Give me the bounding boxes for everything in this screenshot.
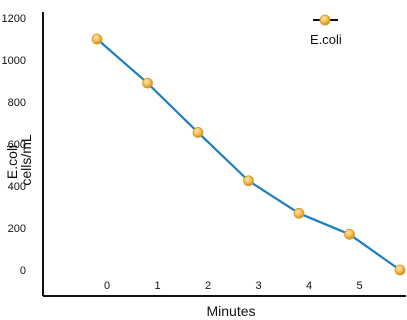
legend-marker-swatch (319, 14, 331, 26)
y-tick-labels: 0 200 400 600 800 1000 1200 (2, 13, 26, 277)
y-tick-label: 400 (8, 181, 26, 193)
x-tick-label: 4 (306, 280, 312, 292)
y-axis-title-line1: E.coli (4, 145, 20, 179)
data-point (243, 175, 254, 187)
y-tick-label: 800 (8, 97, 26, 109)
y-tick-label: 200 (8, 223, 26, 235)
plot-area (91, 33, 406, 276)
x-tick-label: 5 (356, 280, 362, 292)
data-point (91, 33, 103, 45)
x-tick-labels: 0123456 (104, 280, 407, 292)
data-point (293, 207, 305, 219)
y-axis-title: E.coli cells/mL (4, 134, 34, 186)
data-point (344, 228, 355, 240)
data-point (192, 127, 204, 138)
legend: E.coli (310, 14, 342, 47)
data-point (142, 77, 153, 89)
legend-label: E.coli (310, 32, 342, 47)
axes (42, 12, 406, 297)
y-tick-label: 1200 (2, 13, 26, 25)
x-axis-title: Minutes (206, 303, 255, 319)
data-point (394, 264, 406, 276)
x-tick-label: 2 (205, 280, 211, 292)
x-tick-label: 0 (104, 280, 110, 292)
x-tick-label: 3 (255, 280, 261, 292)
x-tick-label: 1 (154, 280, 160, 292)
y-tick-label: 1000 (2, 55, 26, 67)
y-tick-label: 600 (8, 139, 26, 151)
y-axis-title-line2: cells/mL (18, 134, 34, 186)
y-tick-label: 0 (20, 265, 26, 277)
